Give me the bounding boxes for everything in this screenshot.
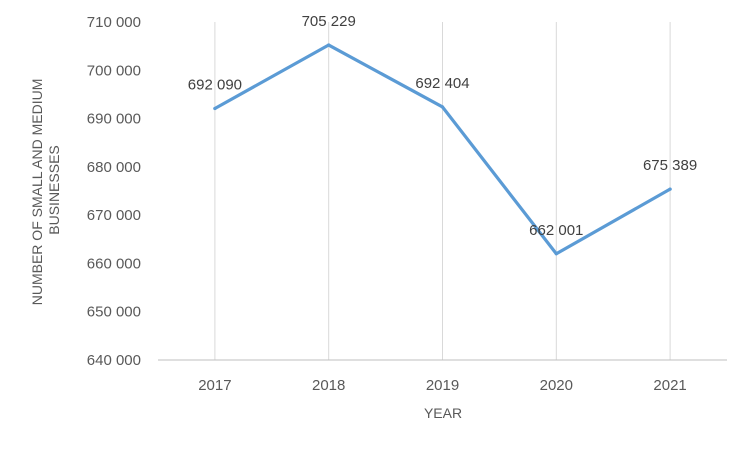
y-tick-label: 700 000 — [87, 62, 141, 79]
y-tick-label: 670 000 — [87, 207, 141, 224]
data-label-2020: 662 001 — [529, 222, 583, 239]
data-label-2019: 692 404 — [415, 75, 469, 92]
y-tick-labels: 640 000 650 000 660 000 670 000 680 000 690 0… — [87, 14, 141, 369]
data-label-2018: 705 229 — [302, 13, 356, 30]
data-point-2018 — [327, 43, 331, 47]
x-axis-title: YEAR — [424, 405, 462, 421]
y-tick-label: 690 000 — [87, 111, 141, 128]
x-tick-label: 2019 — [426, 377, 459, 394]
y-axis-title-line-2: BUSINESSES — [46, 145, 62, 234]
y-axis-title-line-1: NUMBER OF SMALL AND MEDIUM — [29, 79, 45, 306]
data-point-2019 — [440, 105, 445, 109]
data-point-2021 — [668, 187, 672, 191]
data-point-2017 — [213, 106, 217, 111]
x-tick-labels: 2017 2018 2019 2020 2021 — [198, 377, 687, 394]
y-axis-title: NUMBER OF SMALL AND MEDIUM BUSINESSES — [29, 75, 62, 306]
y-tick-label: 680 000 — [87, 159, 141, 176]
data-label-2017: 692 090 — [188, 76, 242, 93]
grid-lines — [214, 22, 671, 360]
series — [213, 43, 672, 256]
y-tick-label: 660 000 — [87, 255, 141, 272]
data-labels: 692 090 705 229 692 404 662 001 675 389 — [188, 13, 697, 239]
x-tick-label: 2020 — [540, 377, 573, 394]
x-tick-label: 2017 — [198, 377, 231, 394]
y-tick-label: 650 000 — [87, 304, 141, 321]
y-tick-label: 640 000 — [87, 352, 141, 369]
x-tick-label: 2021 — [653, 377, 686, 394]
data-label-2021: 675 389 — [643, 157, 697, 174]
x-tick-label: 2018 — [312, 377, 345, 394]
data-point-2020 — [554, 252, 558, 256]
y-tick-label: 710 000 — [87, 14, 141, 31]
